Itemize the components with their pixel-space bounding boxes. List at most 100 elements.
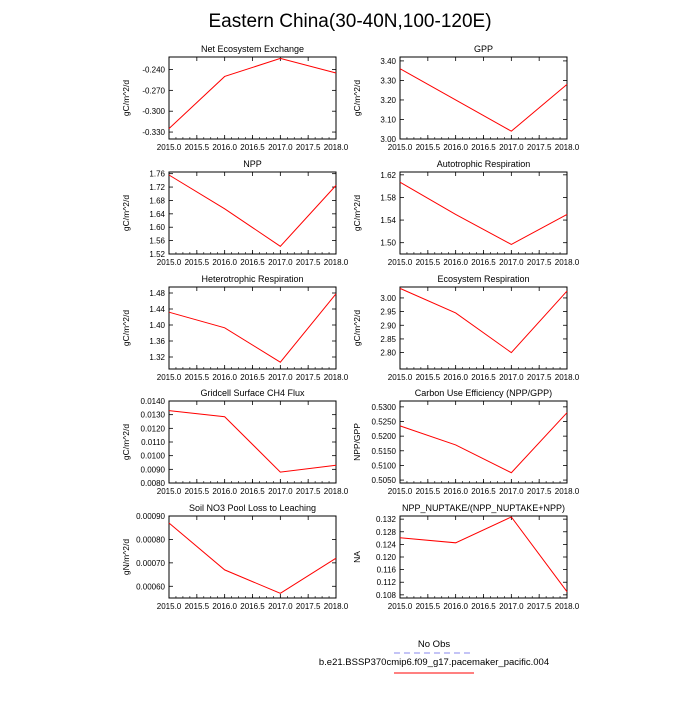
x-tick-label: 2016.0	[212, 602, 237, 611]
x-tick-label: 2016.0	[443, 487, 468, 496]
x-tick-label: 2015.5	[416, 373, 441, 382]
y-tick-label: 2.85	[380, 335, 396, 344]
y-tick-label: 1.60	[149, 223, 165, 232]
y-tick-label: -0.240	[142, 66, 165, 75]
x-tick-label: 2018.0	[555, 373, 580, 382]
legend: No Obs b.e21.BSSP370cmip6.f09_g17.pacema…	[319, 639, 549, 674]
panel-title: Soil NO3 Pool Loss to Leaching	[189, 503, 316, 513]
series-line	[399, 68, 568, 132]
x-tick-label: 2015.0	[388, 143, 413, 152]
x-tick-label: 2016.0	[212, 373, 237, 382]
series-line	[168, 293, 337, 363]
y-tick-label: 0.0100	[141, 452, 166, 461]
y-tick-label: 0.0140	[141, 397, 166, 406]
y-tick-label: 1.58	[380, 193, 396, 202]
x-tick-label: 2018.0	[555, 602, 580, 611]
y-axis-label: gC/m^2/d	[352, 80, 362, 116]
x-tick-label: 2016.5	[471, 487, 496, 496]
x-tick-label: 2015.0	[157, 258, 182, 267]
y-tick-label: 0.120	[376, 553, 397, 562]
x-tick-label: 2017.0	[499, 258, 524, 267]
y-tick-label: 0.0120	[141, 424, 166, 433]
x-tick-label: 2016.5	[471, 258, 496, 267]
y-tick-label: 1.40	[149, 321, 165, 330]
x-tick-label: 2015.5	[185, 258, 210, 267]
panel-title: Autotrophic Respiration	[437, 159, 531, 169]
x-tick-label: 2017.5	[296, 258, 321, 267]
x-tick-label: 2015.5	[185, 143, 210, 152]
series-line	[399, 516, 568, 592]
y-tick-label: 0.132	[376, 515, 397, 524]
y-tick-label: 2.80	[380, 349, 396, 358]
panel-title: Heterotrophic Respiration	[201, 274, 303, 284]
x-tick-label: 2017.5	[527, 258, 552, 267]
y-tick-label: 2.95	[380, 308, 396, 317]
x-tick-label: 2017.0	[499, 373, 524, 382]
y-tick-label: 3.00	[380, 135, 396, 144]
x-tick-label: 2016.5	[240, 602, 265, 611]
x-tick-label: 2018.0	[324, 602, 349, 611]
x-tick-label: 2016.5	[471, 373, 496, 382]
y-tick-label: 1.68	[149, 196, 165, 205]
y-tick-label: 0.0130	[141, 411, 166, 420]
x-tick-label: 2015.5	[185, 373, 210, 382]
y-tick-label: 3.40	[380, 57, 396, 66]
x-tick-label: 2017.5	[527, 143, 552, 152]
y-tick-label: 0.0080	[141, 479, 166, 488]
x-tick-label: 2017.0	[268, 602, 293, 611]
y-tick-label: 1.48	[149, 289, 165, 298]
x-tick-label: 2015.0	[388, 487, 413, 496]
y-tick-label: 1.62	[380, 171, 396, 180]
panel-8: Carbon Use Efficiency (NPP/GPP) 2015.0 201…	[352, 388, 580, 496]
series-line	[399, 412, 568, 474]
x-tick-label: 2018.0	[555, 487, 580, 496]
panel-title: GPP	[474, 44, 493, 54]
y-axis-label: gC/m^2/d	[121, 310, 131, 346]
y-axis-label: gC/m^2/d	[121, 80, 131, 116]
y-tick-label: 1.36	[149, 337, 165, 346]
x-tick-label: 2017.0	[268, 487, 293, 496]
y-tick-label: 1.56	[149, 237, 165, 246]
x-tick-label: 2016.5	[240, 373, 265, 382]
y-tick-label: 0.5200	[372, 432, 397, 441]
x-tick-label: 2016.0	[443, 602, 468, 611]
x-tick-label: 2016.0	[212, 143, 237, 152]
x-tick-label: 2017.5	[296, 143, 321, 152]
x-tick-label: 2015.5	[416, 602, 441, 611]
series-line	[168, 174, 337, 247]
x-tick-label: 2015.0	[157, 373, 182, 382]
y-tick-label: 0.5150	[372, 447, 397, 456]
y-tick-label: 1.52	[149, 250, 165, 259]
series-line	[168, 522, 337, 594]
y-tick-label: 3.30	[380, 76, 396, 85]
y-tick-label: 3.10	[380, 115, 396, 124]
legend-obs-label: No Obs	[418, 639, 450, 650]
panel-title: NPP_NUPTAKE/(NPP_NUPTAKE+NPP)	[402, 503, 565, 513]
x-tick-label: 2015.0	[157, 602, 182, 611]
x-tick-label: 2016.0	[443, 143, 468, 152]
x-tick-label: 2017.0	[499, 487, 524, 496]
y-axis-label: gC/m^2/d	[352, 310, 362, 346]
panel-2: GPP 2015.0 2015.5 2016.0 2016.5 2017.0 2017.5 2…	[352, 44, 580, 152]
y-tick-label: 0.5300	[372, 403, 397, 412]
series-line	[399, 287, 568, 354]
series-line	[168, 57, 337, 129]
panel-3: NPP 2015.0 2015.5 2016.0 2016.5 2017.0 2017.5 2…	[121, 159, 349, 267]
panel-title: Gridcell Surface CH4 Flux	[200, 388, 305, 398]
x-tick-label: 2018.0	[324, 373, 349, 382]
y-tick-label: 1.76	[149, 170, 165, 179]
x-tick-label: 2016.0	[443, 373, 468, 382]
x-tick-label: 2016.5	[471, 602, 496, 611]
y-tick-label: 1.44	[149, 305, 165, 314]
x-tick-label: 2015.0	[157, 487, 182, 496]
x-tick-label: 2017.0	[499, 143, 524, 152]
x-tick-label: 2017.0	[268, 258, 293, 267]
panel-title: Carbon Use Efficiency (NPP/GPP)	[415, 388, 552, 398]
figure-title: Eastern China(30-40N,100-120E)	[208, 11, 491, 32]
y-tick-label: 0.0090	[141, 465, 166, 474]
x-tick-label: 2017.5	[527, 487, 552, 496]
